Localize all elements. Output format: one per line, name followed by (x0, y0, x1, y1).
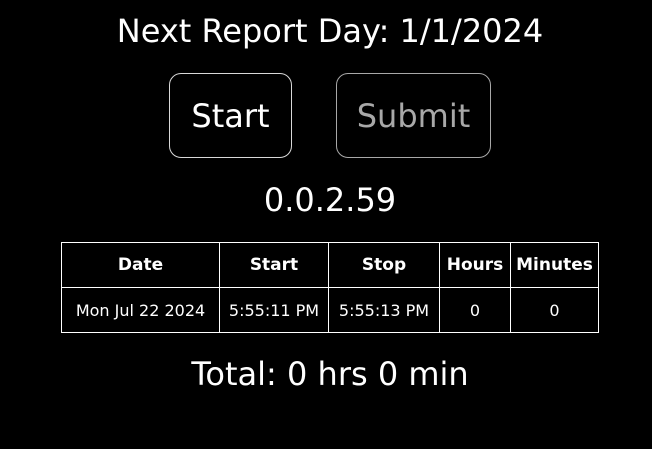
column-header-minutes: Minutes (510, 242, 599, 288)
submit-button[interactable]: Submit (336, 73, 491, 158)
version-label: 0.0.2.59 (263, 181, 397, 219)
time-log-table: Date Start Stop Hours Minutes Mon Jul 22… (61, 242, 599, 333)
table-header-row: Date Start Stop Hours Minutes (61, 242, 599, 288)
column-header-hours: Hours (439, 242, 511, 288)
cell-hours: 0 (439, 287, 511, 333)
total-summary: Total: 0 hrs 0 min (191, 355, 469, 393)
cell-stop: 5:55:13 PM (328, 287, 440, 333)
cell-start: 5:55:11 PM (219, 287, 329, 333)
cell-date: Mon Jul 22 2024 (61, 287, 220, 333)
start-button[interactable]: Start (169, 73, 292, 158)
table-row: Mon Jul 22 2024 5:55:11 PM 5:55:13 PM 0 … (61, 287, 599, 333)
column-header-start: Start (219, 242, 329, 288)
cell-minutes: 0 (510, 287, 599, 333)
column-header-date: Date (61, 242, 220, 288)
column-header-stop: Stop (328, 242, 440, 288)
next-report-day-title: Next Report Day: 1/1/2024 (116, 12, 544, 50)
